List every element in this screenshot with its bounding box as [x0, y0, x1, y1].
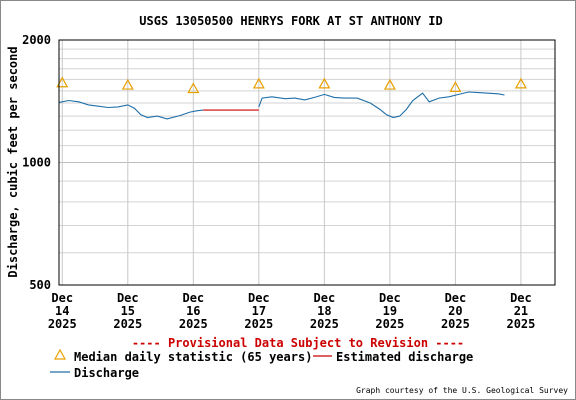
legend-median-marker [53, 348, 67, 360]
median-marker [514, 77, 527, 89]
x-tick-label-line: 15 [121, 304, 135, 318]
x-tick-label-line: 16 [186, 304, 200, 318]
x-tick-label: Dec 21 2025 [506, 291, 535, 331]
x-tick-label-line: 2025 [244, 317, 273, 331]
credit-text: Graph courtesy of the U.S. Geological Su… [356, 386, 568, 395]
median-marker [56, 76, 69, 88]
median-marker [449, 81, 462, 92]
x-tick-label-line: 17 [252, 304, 266, 318]
x-tick-label-line: Dec [117, 291, 139, 305]
x-tick-label-line: 2025 [179, 317, 208, 331]
median-marker [121, 78, 134, 90]
plot-frame [58, 39, 556, 286]
x-tick-label-line: Dec [510, 291, 532, 305]
x-tick-label-line: 14 [55, 304, 69, 318]
x-tick-label-line: 18 [317, 304, 331, 318]
legend-median-label: Median daily statistic (65 years) [74, 350, 312, 364]
x-tick-label-line: 20 [448, 304, 462, 318]
chart-title: USGS 13050500 HENRYS FORK AT ST ANTHONY … [139, 14, 442, 28]
x-tick-label-line: 19 [383, 304, 397, 318]
discharge-line [58, 99, 204, 120]
legend-discharge-label: Discharge [74, 366, 139, 380]
y-axis-label: Discharge, cubic feet per second [6, 46, 20, 277]
x-tick-label-line: 2025 [310, 317, 339, 331]
legend: Median daily statistic (65 years) Estima… [50, 348, 473, 380]
x-tick-label: Dec 17 2025 [244, 291, 273, 331]
x-tick-label: Dec 18 2025 [310, 291, 339, 331]
x-tick-label: Dec 15 2025 [113, 291, 142, 331]
y-tick-label: 1000 [22, 156, 51, 170]
median-marker [252, 77, 265, 89]
x-tick-label-line: Dec [248, 291, 270, 305]
x-tick-label-line: 2025 [441, 317, 470, 331]
x-tick-label-line: 2025 [506, 317, 535, 331]
y-tick-label: 2000 [22, 33, 51, 47]
x-tick-label-line: 2025 [375, 317, 404, 331]
x-tick-label: Dec 14 2025 [48, 291, 77, 331]
series-layer [56, 76, 527, 120]
legend-estimated-label: Estimated discharge [336, 350, 473, 364]
discharge-line [258, 91, 505, 119]
x-tick-label: Dec 20 2025 [441, 291, 470, 331]
x-tick-label-line: Dec [379, 291, 401, 305]
median-marker [318, 77, 331, 89]
x-tick-label-line: 21 [514, 304, 528, 318]
x-tick-label-line: Dec [182, 291, 204, 305]
x-tick-label-line: 2025 [113, 317, 142, 331]
y-tick-labels: 500 1000 2000 [22, 33, 51, 292]
median-marker [383, 78, 396, 90]
grid [59, 40, 555, 285]
y-tick-label: 500 [29, 278, 51, 292]
x-tick-label-line: Dec [51, 291, 73, 305]
median-marker [187, 82, 200, 94]
x-tick-label: Dec 16 2025 [179, 291, 208, 331]
x-tick-label: Dec 19 2025 [375, 291, 404, 331]
x-tick-label-line: 2025 [48, 317, 77, 331]
x-tick-label-line: Dec [445, 291, 467, 305]
provisional-note: ---- Provisional Data Subject to Revisio… [132, 336, 464, 350]
x-tick-label-line: Dec [314, 291, 336, 305]
